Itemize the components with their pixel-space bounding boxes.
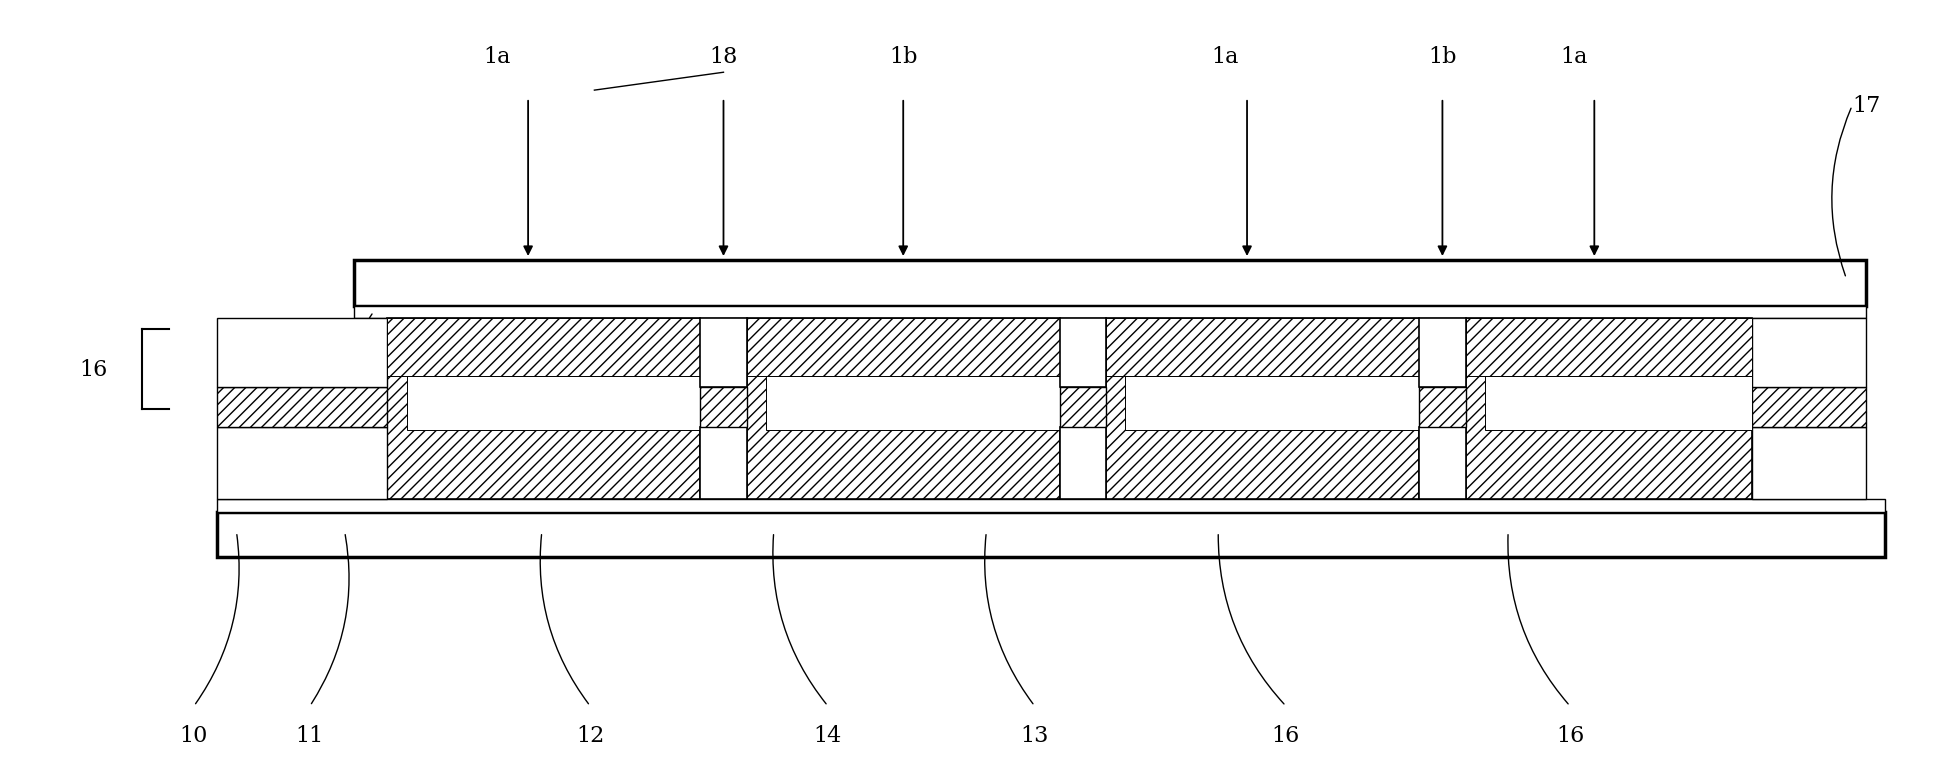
Bar (1420, 427, 1466, 499)
Text: 1b: 1b (890, 46, 917, 68)
Bar (354, 260, 1866, 305)
Text: 16a: 16a (286, 388, 325, 407)
Bar (700, 318, 747, 387)
Bar (1060, 387, 1106, 427)
Bar (217, 427, 387, 499)
Bar (217, 387, 387, 427)
Text: 12: 12 (576, 724, 603, 746)
Bar (1485, 376, 1752, 430)
Text: 16: 16 (1273, 724, 1300, 746)
Bar (700, 387, 747, 427)
Text: 16: 16 (79, 359, 108, 381)
Text: 16b: 16b (286, 335, 327, 354)
Text: 11: 11 (296, 724, 325, 746)
Bar (1752, 387, 1866, 427)
Bar (1420, 318, 1466, 387)
Bar (354, 305, 1866, 318)
Bar (217, 318, 387, 387)
Bar (1752, 427, 1866, 499)
Bar (387, 318, 700, 499)
Text: 14: 14 (814, 724, 841, 746)
Text: 1a: 1a (484, 46, 511, 68)
Text: 10: 10 (180, 724, 209, 746)
Text: 1b: 1b (1427, 46, 1456, 68)
Text: 1a: 1a (1211, 46, 1240, 68)
Bar (1106, 318, 1420, 499)
Bar (1466, 318, 1752, 499)
Text: 18: 18 (710, 46, 737, 68)
Bar (1126, 376, 1420, 430)
Bar (747, 318, 1060, 499)
Bar (406, 376, 700, 430)
Bar (387, 318, 700, 376)
Bar (1060, 318, 1106, 387)
Text: 1a: 1a (1561, 46, 1588, 68)
Text: 13: 13 (1021, 724, 1048, 746)
Bar (217, 499, 1886, 512)
Bar (1420, 387, 1466, 427)
Bar (1060, 427, 1106, 499)
Bar (700, 427, 747, 499)
Bar (1466, 318, 1752, 376)
Bar (1752, 318, 1866, 387)
Bar (217, 512, 1886, 557)
Text: 17: 17 (1853, 95, 1880, 117)
Bar (747, 318, 1060, 376)
Text: 16: 16 (1555, 724, 1584, 746)
Bar (1106, 318, 1420, 376)
Bar (766, 376, 1060, 430)
